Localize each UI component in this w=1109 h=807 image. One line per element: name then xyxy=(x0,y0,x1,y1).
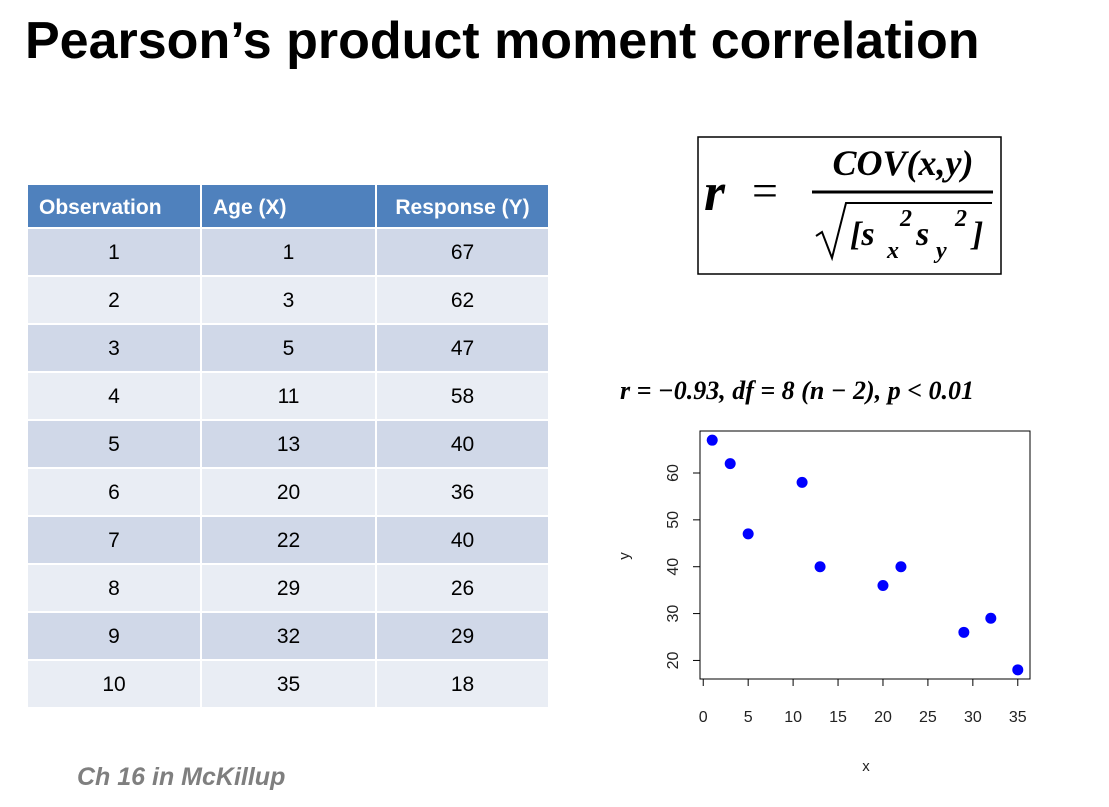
table-cell xyxy=(200,659,377,709)
formula-numerator: COV(x,y) xyxy=(833,143,974,183)
cell-text: 4 xyxy=(108,385,120,408)
point xyxy=(877,579,889,591)
header-cell xyxy=(26,183,202,229)
x-tick-label: 15 xyxy=(829,709,847,726)
formula-superscript: 2 xyxy=(954,206,967,232)
cell-text: 22 xyxy=(277,529,300,552)
table-cell xyxy=(200,323,377,373)
table-cell xyxy=(26,515,202,565)
y-tick-label: 30 xyxy=(665,605,682,623)
table-cell xyxy=(375,275,550,325)
y-tick-label: 20 xyxy=(665,651,682,669)
x-tick-label: 10 xyxy=(784,709,802,726)
formula-box xyxy=(697,136,1002,275)
cell-text: 9 xyxy=(108,625,120,648)
cell-text: 6 xyxy=(108,481,120,504)
y-tick-label: 50 xyxy=(665,511,682,529)
cell-text: 29 xyxy=(451,625,474,648)
formula-subscript: y xyxy=(933,238,947,264)
point xyxy=(1012,664,1024,676)
x-tick-label: 25 xyxy=(919,709,937,726)
cell-text: 8 xyxy=(108,577,120,600)
cell-text: 5 xyxy=(108,433,120,456)
cell-text: 32 xyxy=(277,625,300,648)
x-tick-label: 20 xyxy=(874,709,892,726)
cell-text: 1 xyxy=(108,241,120,264)
point xyxy=(958,626,970,638)
table-cell xyxy=(26,659,202,709)
point xyxy=(706,434,718,446)
statistic: r = −0.93, df = 8 (n − 2), p < 0.01 xyxy=(620,376,974,405)
table-cell xyxy=(375,323,550,373)
x-tick-label: 30 xyxy=(964,709,982,726)
formula-equals: = xyxy=(752,165,778,216)
cell-text: 20 xyxy=(277,481,300,504)
cell-text: 1 xyxy=(283,241,295,264)
table-cell xyxy=(26,467,202,517)
cell-text: 36 xyxy=(451,481,474,504)
cell-text: 26 xyxy=(451,577,474,600)
point xyxy=(742,528,754,540)
cell-text: 18 xyxy=(451,673,474,696)
x-tick-label: 5 xyxy=(744,709,753,726)
y-tick-label: 60 xyxy=(665,464,682,482)
formula-denominator: ] xyxy=(970,216,983,253)
cell-text: 10 xyxy=(102,673,125,696)
formula-lhs: r xyxy=(704,162,726,222)
cell-text: 62 xyxy=(451,289,474,312)
point xyxy=(724,458,736,470)
cell-text: 35 xyxy=(277,673,300,696)
cell-text: 3 xyxy=(283,289,295,312)
header-text: Observation xyxy=(39,196,162,219)
point xyxy=(985,612,997,624)
footer: Ch 16 in McKillup xyxy=(77,763,285,791)
formula-subscript: x xyxy=(886,238,899,264)
cell-text: 3 xyxy=(108,337,120,360)
table-cell xyxy=(375,563,550,613)
cell-text: 5 xyxy=(283,337,295,360)
table-cell xyxy=(375,515,550,565)
y-axis-label: y xyxy=(616,552,633,560)
header-text: Age (X) xyxy=(213,196,287,219)
table-cell xyxy=(375,659,550,709)
cell-text: 29 xyxy=(277,577,300,600)
x-tick-label: 35 xyxy=(1009,709,1027,726)
point xyxy=(895,561,907,573)
cell-text: 2 xyxy=(108,289,120,312)
table-cell xyxy=(200,563,377,613)
x-tick-label: 0 xyxy=(699,709,708,726)
cell-text: 67 xyxy=(451,241,474,264)
table-cell xyxy=(26,227,202,277)
table-cell xyxy=(200,467,377,517)
header-text: Response (Y) xyxy=(395,196,529,219)
point xyxy=(814,561,826,573)
formula-denominator: [s xyxy=(850,216,875,253)
cell-text: 40 xyxy=(451,529,474,552)
cell-text: 58 xyxy=(451,385,474,408)
sqrt-sign xyxy=(815,202,992,262)
formula-superscript: 2 xyxy=(899,206,912,232)
point xyxy=(796,476,808,488)
slide-title: Pearson’s product moment correlation xyxy=(25,12,979,70)
table-cell xyxy=(375,227,550,277)
table-cell xyxy=(375,467,550,517)
cell-text: 40 xyxy=(451,433,474,456)
table-cell xyxy=(375,419,550,469)
cell-text: 13 xyxy=(277,433,300,456)
cell-text: 11 xyxy=(278,385,300,408)
plot-frame xyxy=(699,430,1031,680)
table-cell xyxy=(200,611,377,661)
x-axis-label: x xyxy=(862,758,870,775)
cell-text: 7 xyxy=(108,529,120,552)
cell-text: 47 xyxy=(451,337,474,360)
table-cell xyxy=(375,611,550,661)
header-cell xyxy=(375,183,550,229)
formula-denominator: s xyxy=(915,216,929,253)
table-cell xyxy=(26,611,202,661)
y-tick-label: 40 xyxy=(665,558,682,576)
